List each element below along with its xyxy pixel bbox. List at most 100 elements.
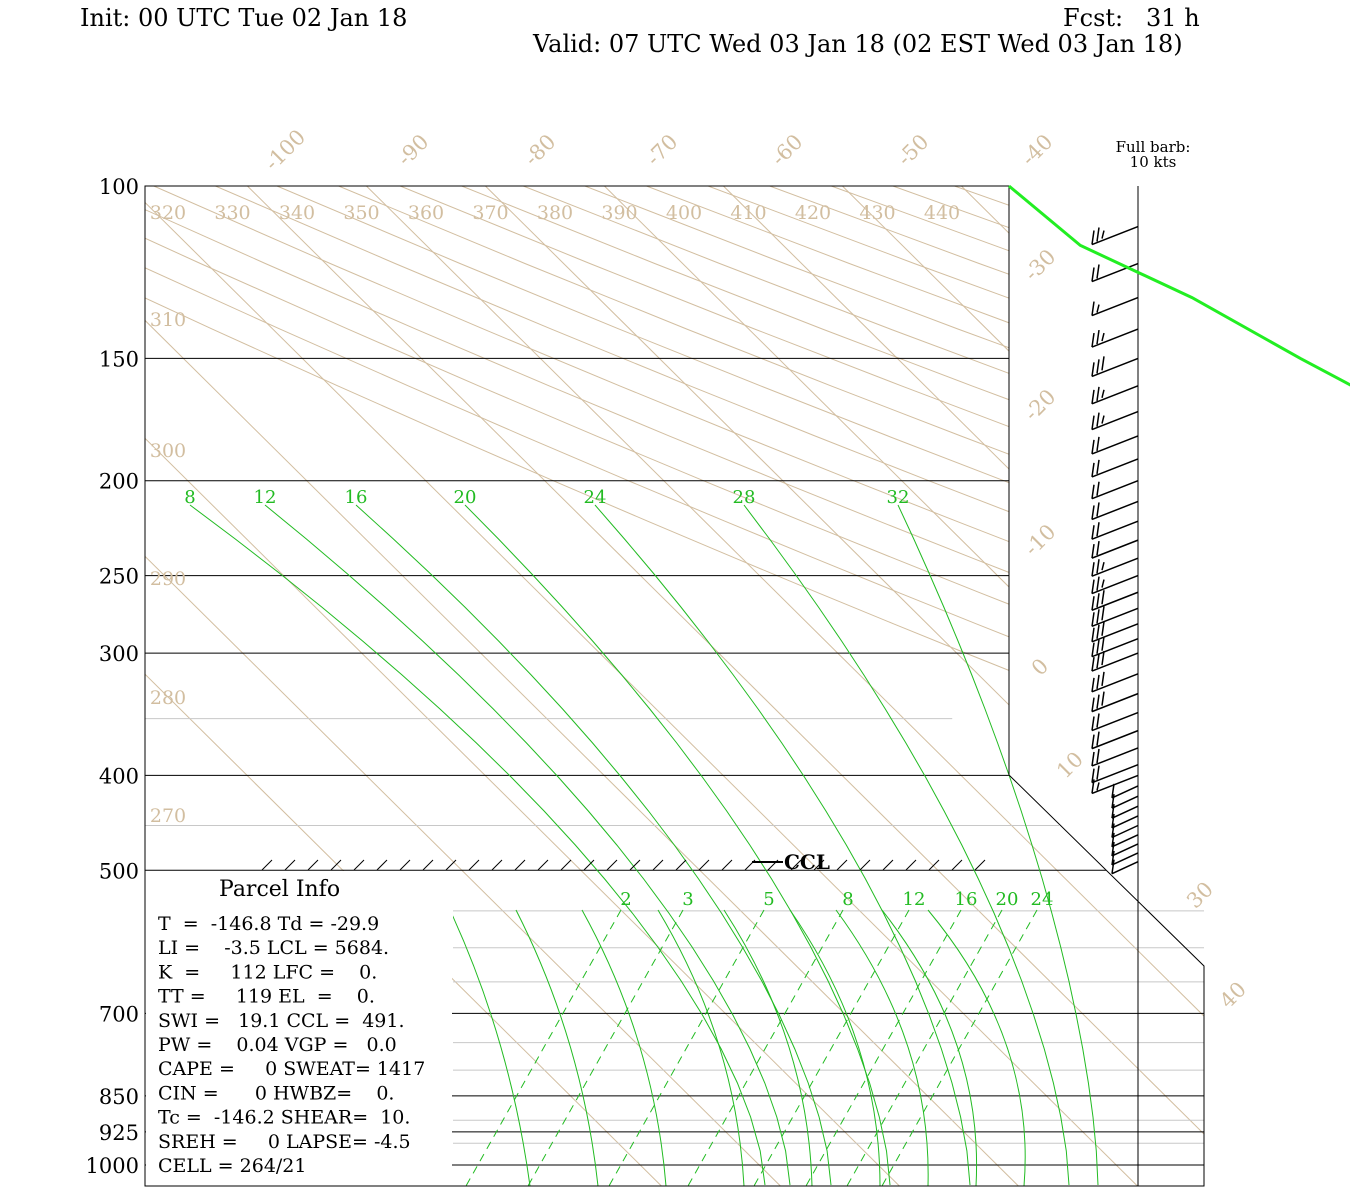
cloud-hatch — [652, 859, 664, 871]
cloud-hatch — [491, 859, 503, 871]
cloud-hatch — [882, 859, 894, 871]
wind-barb — [1111, 813, 1139, 829]
cloud-hatch — [951, 859, 963, 871]
cloud-hatch — [445, 859, 457, 871]
isotherm-label: -20 — [1020, 385, 1061, 426]
moist-adiabat-curve — [835, 909, 929, 1186]
wind-barb — [1091, 650, 1139, 672]
cloud-hatch — [376, 859, 388, 871]
plot-border — [144, 185, 1205, 1187]
mixing-ratio-curve — [464, 504, 891, 1186]
barb-legend-line1: Full barb: — [1116, 138, 1191, 156]
init-time-label: Init: 00 UTC Tue 02 Jan 18 — [80, 4, 408, 32]
parcel-info-panel: Parcel Info T = -146.8 Td = -29.9LI = -3… — [146, 871, 452, 1185]
dry-adiabat-line — [769, 186, 1204, 1166]
parcel-info-row: CELL = 264/21 — [158, 1155, 306, 1177]
isotherm-label: -90 — [393, 130, 434, 171]
ccl-label: CCL — [784, 850, 830, 874]
mixing-ratio-curve — [594, 504, 971, 1186]
mixing-ratio-layer — [189, 504, 1099, 1186]
pressure-tick-label: 925 — [99, 1121, 139, 1145]
cloud-hatch — [836, 859, 848, 871]
isotherm-line — [247, 186, 1204, 1186]
cloud-hatch — [514, 859, 526, 871]
theta-side-label: 280 — [150, 687, 186, 709]
saturation-mixing-line — [753, 909, 910, 1186]
theta-label: 360 — [408, 202, 444, 224]
wind-barb — [1091, 774, 1139, 795]
wind-barb — [1111, 783, 1139, 799]
isotherm-label: -40 — [1017, 130, 1058, 171]
mixing-ratio-curve — [355, 504, 832, 1186]
wind-barb — [1091, 590, 1139, 611]
cloud-hatch — [813, 859, 825, 871]
wind-barb — [1091, 711, 1139, 732]
parcel-info-title: Parcel Info — [219, 877, 340, 902]
wind-barb — [1111, 804, 1139, 819]
pressure-tick-label: 400 — [99, 764, 139, 788]
mixing-ratio-lower-label: 3 — [682, 889, 693, 910]
cloud-hatch — [675, 859, 687, 871]
temperature-trace — [1008, 184, 1350, 387]
moist-adiabat-curve — [927, 909, 1026, 1186]
wind-barb — [1091, 500, 1139, 521]
saturation-mixing-line — [846, 909, 1003, 1186]
isotherm-line — [842, 186, 1204, 1186]
theta-label: 350 — [343, 202, 379, 224]
wind-barb — [1091, 262, 1139, 283]
isotherm-label: -80 — [520, 130, 561, 171]
pressure-tick-label: 150 — [99, 347, 139, 371]
isotherm-label: 0 — [1027, 654, 1053, 680]
isotherm-line — [1318, 186, 1350, 1186]
mixing-ratio-label: 32 — [887, 487, 910, 508]
moist-adiabat-curve — [881, 909, 978, 1186]
pressure-tick-label: 300 — [99, 642, 139, 666]
wind-barb — [1091, 671, 1139, 693]
isobar-layer — [145, 185, 1204, 1166]
theta-label: 410 — [730, 202, 766, 224]
isotherm-label: 30 — [1182, 877, 1218, 913]
mixing-ratio-curve — [743, 504, 1070, 1186]
theta-label: 340 — [279, 202, 315, 224]
theta-label: 420 — [795, 202, 831, 224]
wind-barb — [1091, 435, 1139, 455]
wind-barb — [1091, 747, 1139, 767]
theta-label: 320 — [150, 202, 186, 224]
isotherm-line — [145, 186, 1138, 1186]
wind-barb — [1091, 636, 1139, 658]
isotherm-label: 10 — [1052, 747, 1088, 783]
wind-barb — [1091, 763, 1139, 784]
isotherm-label: -50 — [893, 130, 934, 171]
pressure-tick-label: 200 — [99, 470, 139, 494]
wind-barb — [1111, 832, 1139, 848]
wind-barb — [1091, 410, 1139, 431]
temperature-profile-layer: CCL — [752, 184, 1350, 874]
cloud-hatch — [721, 859, 733, 871]
wind-barb — [1091, 691, 1139, 713]
cloud-hatch — [307, 859, 319, 871]
dry-adiabat-line — [1015, 186, 1204, 1166]
wind-barb — [1111, 850, 1139, 866]
parcel-info-row: SWI = 19.1 CCL = 491. — [158, 1010, 405, 1032]
cloud-hatch — [422, 859, 434, 871]
wind-barb — [1111, 823, 1139, 839]
barb-legend-line2: 10 kts — [1130, 153, 1177, 171]
isotherm-line — [145, 186, 900, 1186]
dry-adiabat-line — [1077, 186, 1204, 1166]
isotherm-label: -70 — [642, 130, 683, 171]
mixing-ratio-label: 8 — [184, 487, 195, 508]
cloud-hatch — [560, 859, 572, 871]
moist-adiabat-curve — [515, 909, 599, 1186]
theta-side-label: 300 — [150, 440, 186, 462]
mixing-ratio-label: 12 — [254, 487, 277, 508]
parcel-info-row: SREH = 0 LAPSE= -4.5 — [158, 1131, 411, 1153]
moist-adiabat-curve — [657, 909, 745, 1186]
wind-barb — [1091, 520, 1139, 540]
cloud-hatch — [928, 859, 940, 871]
forecast-hour-label: Fcst: 31 h — [1063, 4, 1200, 32]
isotherm-line — [145, 186, 662, 1186]
cloud-hatch — [468, 859, 480, 871]
chart-frame — [144, 185, 1205, 1187]
mixing-ratio-lower-label: 5 — [763, 889, 774, 910]
wind-barb — [1091, 621, 1139, 643]
